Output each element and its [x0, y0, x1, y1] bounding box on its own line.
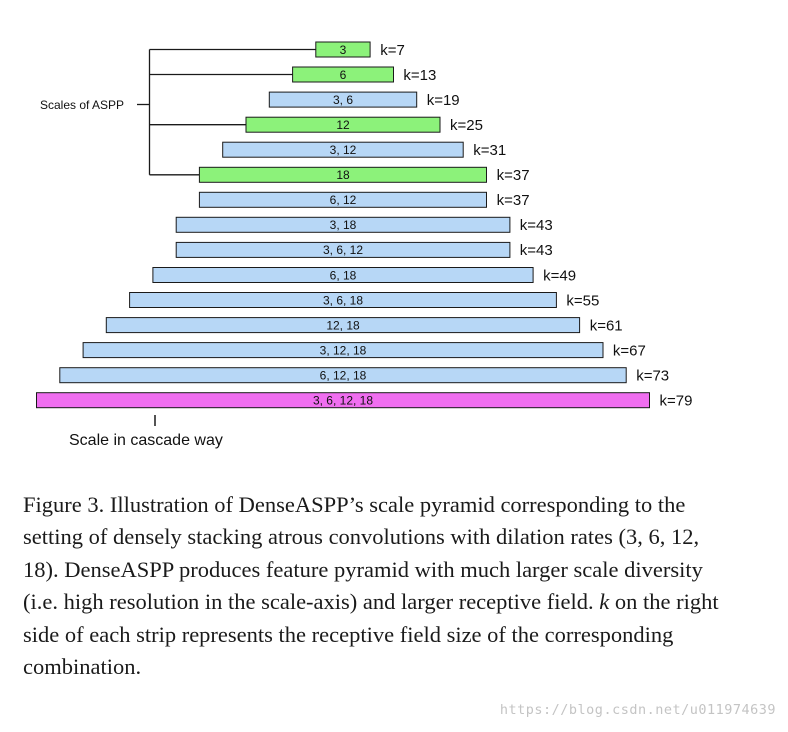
- strip-k-label: k=37: [497, 192, 530, 209]
- strip-k-label: k=43: [520, 217, 553, 234]
- strip-bar: [105, 317, 581, 334]
- strip-bar: [292, 66, 395, 83]
- strip-k-label: k=37: [497, 167, 530, 184]
- strip-bar: [222, 141, 464, 158]
- scales-of-aspp-label: Scales of ASPP: [40, 98, 124, 112]
- strip-rate-label: 3, 6, 18: [323, 293, 363, 307]
- strip-rate-label: 6, 12: [330, 193, 357, 207]
- strip-bar: [268, 91, 418, 108]
- strip-rate-label: 6, 18: [330, 268, 357, 282]
- strip-bar: [198, 191, 487, 208]
- strip-k-label: k=67: [613, 342, 646, 359]
- strip-k-label: k=49: [543, 267, 576, 284]
- strip-bar: [129, 292, 557, 308]
- strip-rate-label: 3: [340, 43, 347, 57]
- strip-bar: [36, 392, 650, 409]
- strip-rate-label: 12: [336, 118, 350, 132]
- strip-k-label: k=73: [636, 368, 669, 385]
- strip-bar: [175, 241, 511, 258]
- scale-pyramid-diagram: 3 k=7 6 k=13 3, 6 k=19 12 k=25 3, 12 k=31 18 k=37 6,…: [36, 41, 693, 449]
- strip-k-label: k=79: [660, 393, 693, 410]
- watermark: https://blog.csdn.net/u011974639: [499, 702, 776, 718]
- scale-in-cascade-label: Scale in cascade way: [69, 432, 223, 449]
- strip-bar: [245, 116, 441, 133]
- strip-bar: [198, 166, 487, 183]
- strip-rate-label: 3, 6, 12: [323, 243, 363, 257]
- strip-bar: [175, 216, 511, 233]
- strip-k-label: k=25: [450, 117, 483, 134]
- caption-variable-k: k: [599, 589, 610, 615]
- strip-k-label: k=43: [520, 242, 553, 259]
- strip-bar: [315, 41, 371, 58]
- strip-bar: [59, 367, 627, 384]
- aspp-bracket: [137, 48, 316, 176]
- strip-rate-label: 6: [340, 68, 347, 82]
- strip-rate-label: 18: [336, 168, 350, 182]
- strip-rate-label: 3, 18: [330, 218, 357, 232]
- strip-rate-label: 3, 6, 12, 18: [313, 394, 373, 408]
- strip-rate-label: 3, 12, 18: [320, 343, 367, 357]
- strip-rate-label: 3, 6: [333, 93, 353, 107]
- strip-bar: [82, 342, 604, 359]
- figure-caption: Figure 3. Illustration of DenseASPP’s sc…: [23, 492, 719, 680]
- strip-group: 3 k=7 6 k=13 3, 6 k=19 12 k=25 3, 12 k=31 18 k=37 6,…: [36, 41, 693, 410]
- strip-k-label: k=19: [427, 92, 460, 109]
- strip-k-label: k=13: [403, 67, 436, 84]
- strip-k-label: k=31: [473, 142, 506, 159]
- strip-rate-label: 6, 12, 18: [320, 369, 367, 383]
- strip-k-label: k=7: [380, 42, 405, 59]
- strip-bar: [152, 267, 534, 283]
- strip-k-label: k=55: [566, 292, 599, 309]
- strip-k-label: k=61: [590, 317, 623, 334]
- strip-rate-label: 3, 12: [330, 143, 357, 157]
- strip-rate-label: 12, 18: [326, 318, 360, 332]
